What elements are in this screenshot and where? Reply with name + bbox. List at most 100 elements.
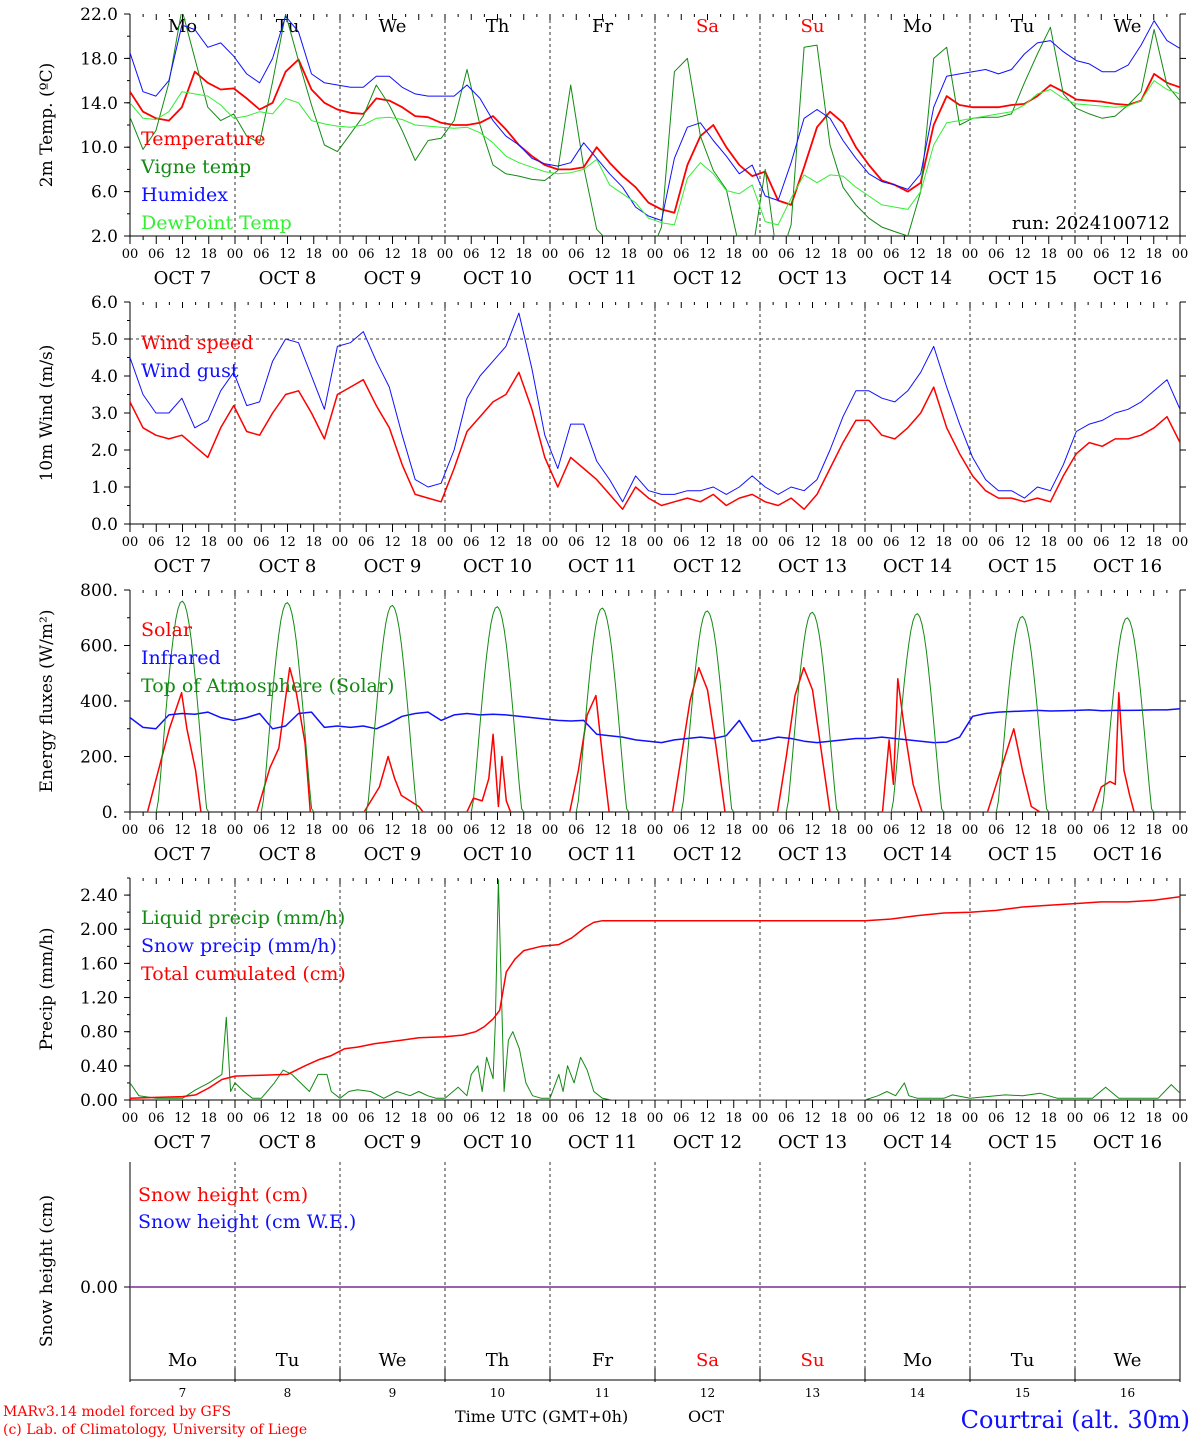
- hour-label: 18: [935, 1111, 952, 1126]
- hour-label: 12: [699, 247, 716, 262]
- series-layer: [130, 600, 1180, 812]
- hour-label: 00: [752, 247, 769, 262]
- series-layer: [130, 312, 1180, 510]
- y-tick-label: 0.: [102, 803, 118, 823]
- hour-label: 06: [988, 1111, 1005, 1126]
- date-label: OCT 10: [463, 268, 532, 289]
- hour-label: 00: [752, 823, 769, 838]
- hour-label: 18: [1040, 535, 1057, 550]
- day-number-label: 15: [1015, 1386, 1030, 1400]
- panel-3: 0. 200. 400. 600. 800. Energy fluxes (W/m²) 00…: [37, 581, 1188, 865]
- legend-entry: Wind gust: [141, 360, 239, 382]
- weekday-label: Su: [801, 1350, 825, 1371]
- hour-label: 12: [804, 535, 821, 550]
- series-line-3: [130, 600, 1180, 812]
- weekday-label: Fr: [592, 16, 613, 37]
- date-label: OCT 9: [364, 1132, 422, 1153]
- legend-entry: Snow precip (mm/h): [141, 935, 337, 957]
- series-line-3: [130, 15, 1180, 221]
- hour-label: 00: [647, 823, 664, 838]
- y-tick-label: 200.: [80, 748, 118, 768]
- day-number-label: 8: [284, 1386, 292, 1400]
- day-number-label: 7: [179, 1386, 187, 1400]
- y-tick-label: 1.0: [91, 478, 118, 498]
- weekday-label: Th: [486, 16, 510, 37]
- date-label: OCT 15: [988, 268, 1057, 289]
- date-label: OCT 9: [364, 844, 422, 865]
- hour-label: 00: [332, 1111, 349, 1126]
- hour-label: 12: [489, 247, 506, 262]
- hour-label: 00: [647, 535, 664, 550]
- hour-label: 12: [594, 247, 611, 262]
- weekday-label: Mo: [903, 1350, 932, 1371]
- series-line-2: [130, 708, 1180, 744]
- hour-label: 00: [857, 535, 874, 550]
- hour-label: 18: [200, 1111, 217, 1126]
- legend-entry: Solar: [141, 619, 193, 641]
- legend-entry: Infrared: [141, 647, 221, 669]
- hour-label: 06: [358, 535, 375, 550]
- hour-label: 12: [384, 535, 401, 550]
- y-tick-label: 0.00: [80, 1278, 118, 1298]
- hour-label: 06: [673, 535, 690, 550]
- date-label: OCT 12: [673, 1132, 742, 1153]
- date-label: OCT 11: [568, 1132, 637, 1153]
- hour-label: 00: [437, 1111, 454, 1126]
- hour-label: 06: [463, 823, 480, 838]
- hour-label: 06: [988, 247, 1005, 262]
- series-layer: [130, 14, 1180, 236]
- y-tick-label: 22.0: [80, 5, 118, 25]
- hour-label: 12: [489, 823, 506, 838]
- legend-entry: Temperature: [141, 128, 265, 150]
- weekday-label: We: [1114, 1350, 1142, 1371]
- hour-label: 12: [384, 247, 401, 262]
- y-tick-label: 600.: [80, 637, 118, 657]
- date-label: OCT 15: [988, 556, 1057, 577]
- hour-label: 18: [1145, 1111, 1162, 1126]
- date-label: OCT 14: [883, 556, 952, 577]
- series-line-1: [130, 371, 1180, 510]
- series-line-2: [130, 14, 1180, 236]
- panel-2: 0.0 1.0 2.0 3.0 4.0 5.0 6.0 10m Wind (m/s) 00 06 1…: [37, 293, 1188, 577]
- y-tick-label: 4.0: [91, 367, 118, 387]
- hour-label: 18: [620, 247, 637, 262]
- hour-label: 12: [174, 247, 191, 262]
- panel-1: 2.0 6.0 10.0 14.0 18.0 22.0 2m Temp. (ºC) 00 06 1…: [37, 5, 1188, 289]
- time-axis-label: Time UTC (GMT+0h): [455, 1407, 628, 1426]
- weekday-label: Tu: [276, 1350, 300, 1371]
- date-label: OCT 15: [988, 844, 1057, 865]
- hour-label: 18: [515, 1111, 532, 1126]
- hour-label: 12: [1119, 535, 1136, 550]
- hour-label: 12: [699, 535, 716, 550]
- hour-label: 00: [1067, 247, 1084, 262]
- hour-label: 18: [305, 1111, 322, 1126]
- date-label: OCT 14: [883, 844, 952, 865]
- hour-label: 06: [253, 1111, 270, 1126]
- y-tick-label: 1.20: [80, 989, 118, 1009]
- date-label: OCT 8: [259, 268, 317, 289]
- series-line-4: [130, 80, 1180, 226]
- hour-label: 18: [620, 823, 637, 838]
- weekday-label: We: [379, 1350, 407, 1371]
- hour-label: 12: [699, 823, 716, 838]
- hour-label: 06: [1093, 823, 1110, 838]
- hour-label: 00: [437, 823, 454, 838]
- y-tick-label: 800.: [80, 581, 118, 601]
- hour-label: 18: [515, 247, 532, 262]
- legend-entry: Vigne temp: [140, 156, 251, 178]
- date-label: OCT 13: [778, 1132, 847, 1153]
- chart-panels: 2.0 6.0 10.0 14.0 18.0 22.0 2m Temp. (ºC) 00 06 1…: [37, 5, 1188, 1400]
- date-label: OCT 7: [154, 556, 212, 577]
- hour-label: 18: [305, 535, 322, 550]
- date-label: OCT 7: [154, 844, 212, 865]
- date-label: OCT 13: [778, 268, 847, 289]
- date-label: OCT 8: [259, 556, 317, 577]
- date-label: OCT 11: [568, 844, 637, 865]
- y-tick-label: 3.0: [91, 404, 118, 424]
- hour-label: 06: [463, 1111, 480, 1126]
- hour-label: 06: [568, 823, 585, 838]
- legend-entry: Liquid precip (mm/h): [141, 907, 345, 929]
- station-label: Courtrai (alt. 30m): [961, 1406, 1190, 1434]
- weekday-label: Mo: [168, 16, 197, 37]
- hour-label: 18: [1145, 535, 1162, 550]
